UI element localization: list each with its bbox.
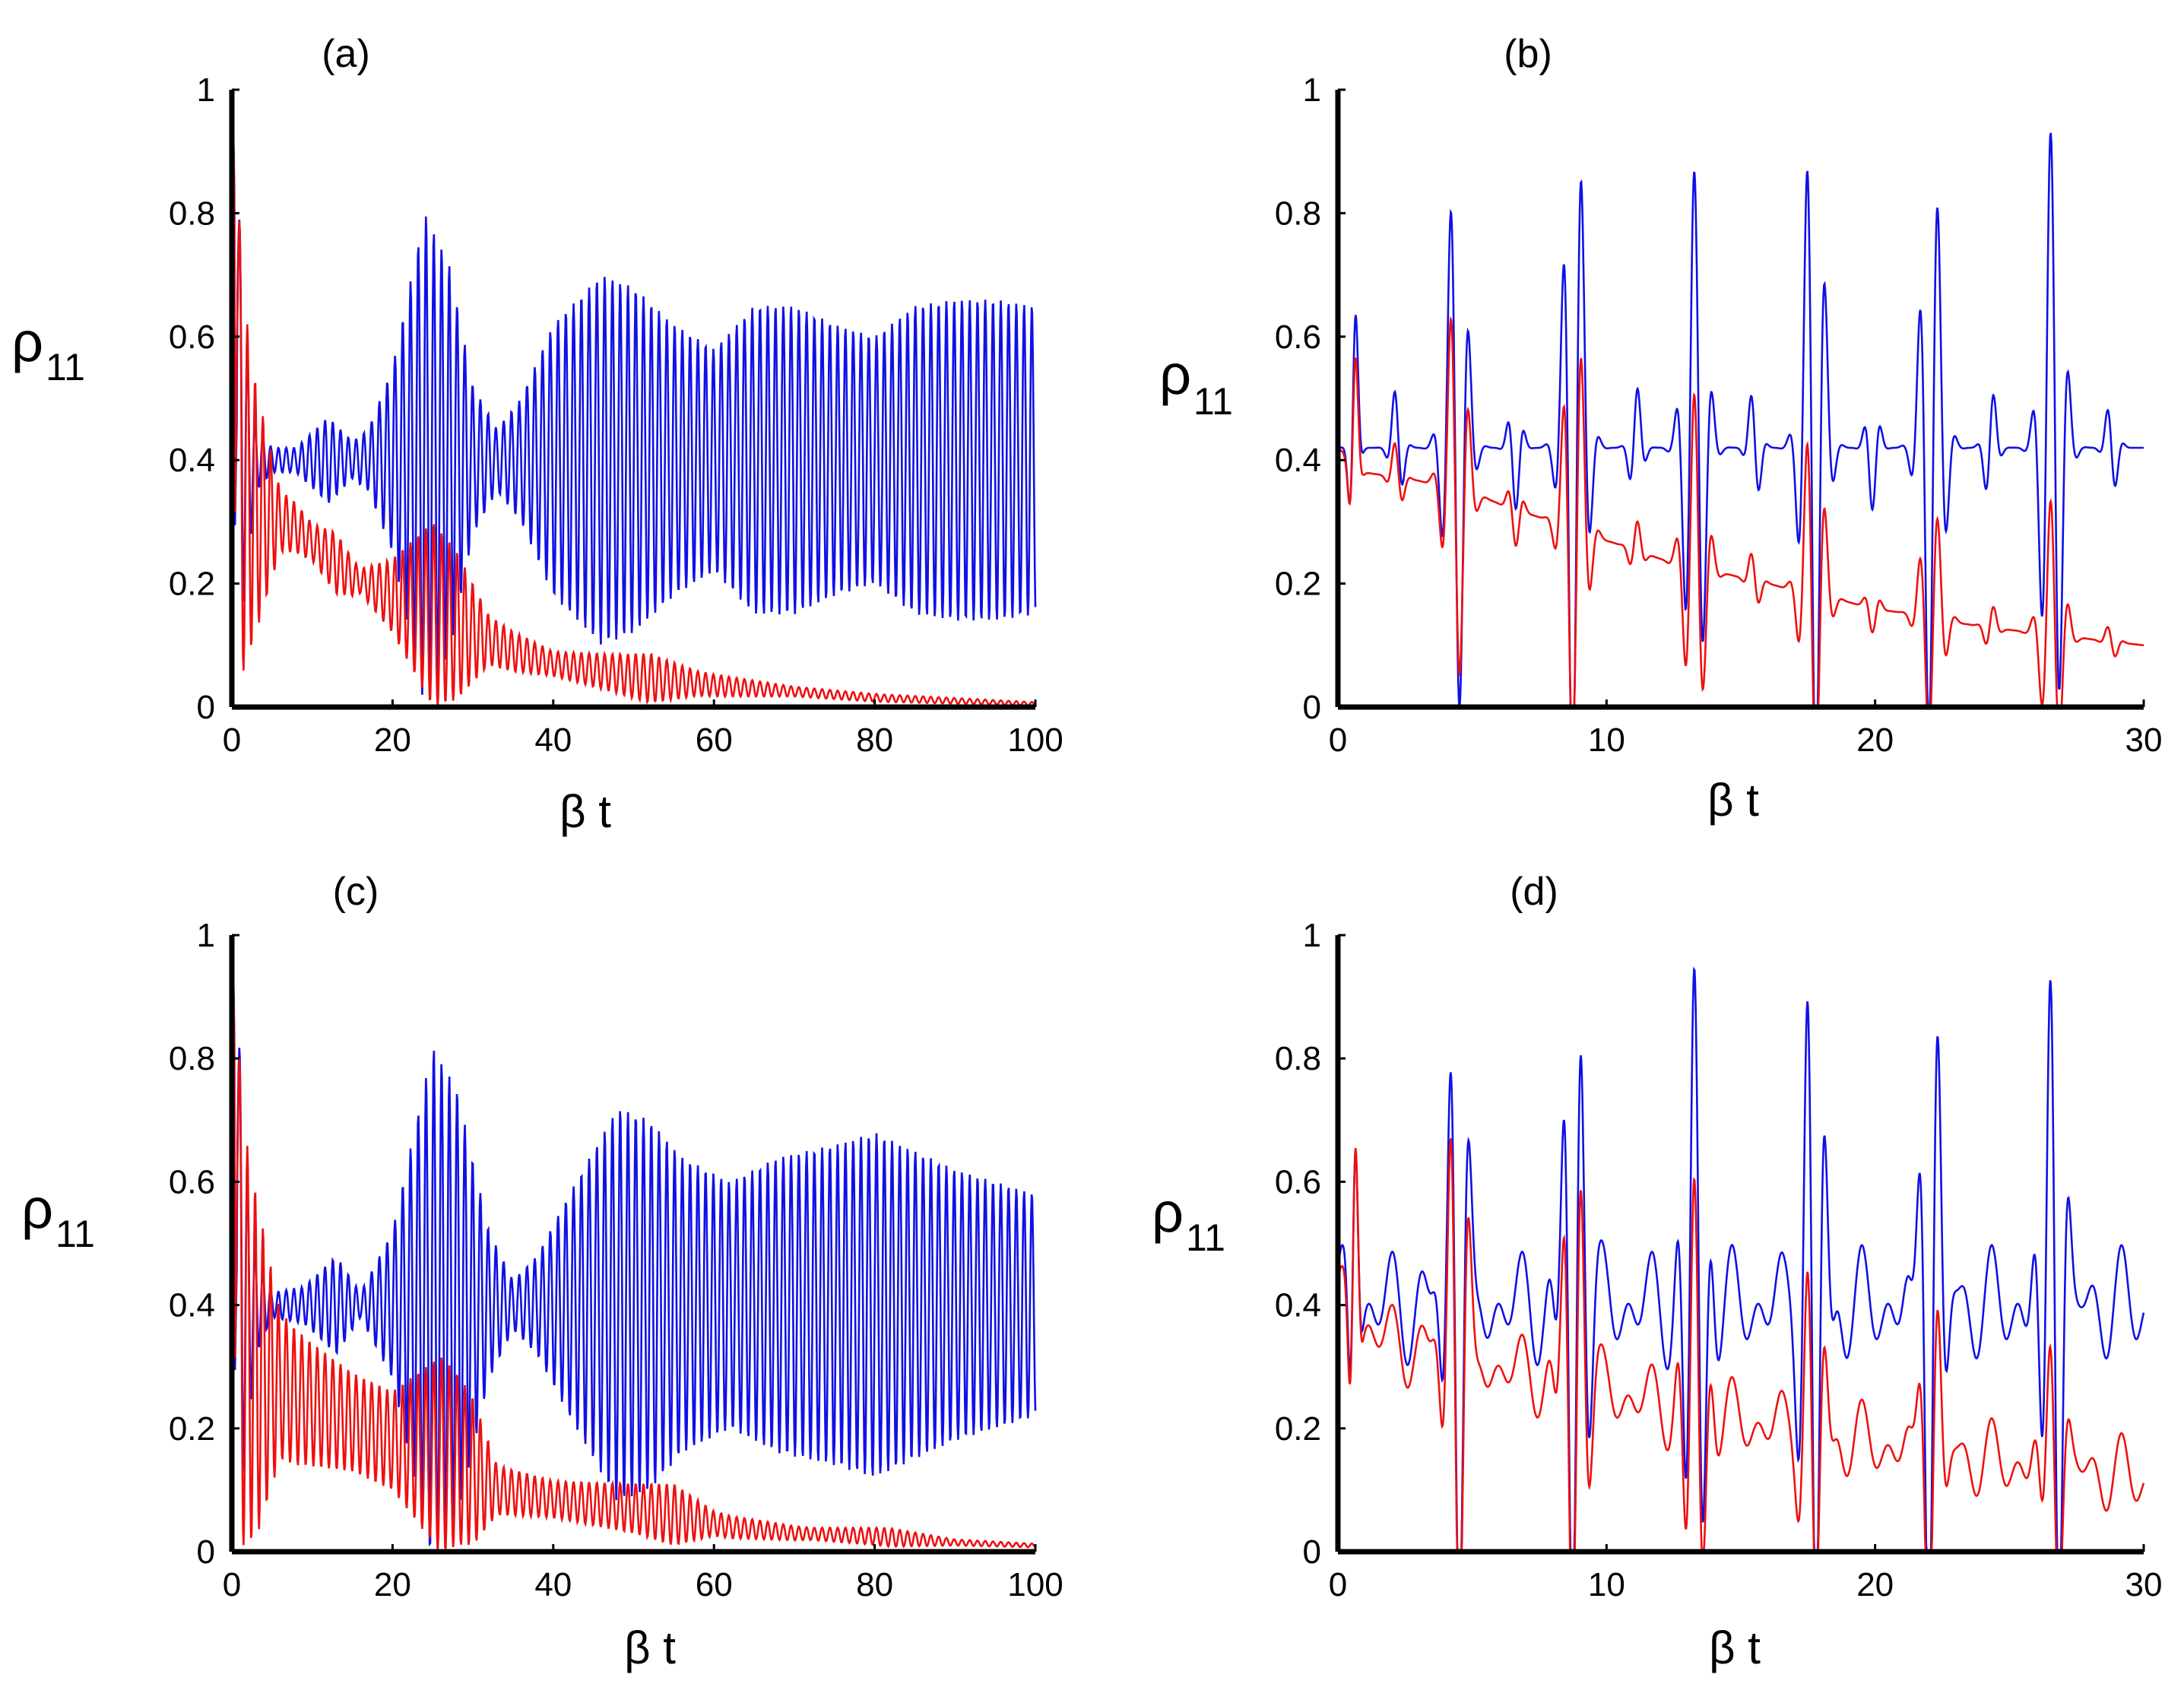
x-tick-label: 0 (1329, 721, 1347, 759)
y-tick-label: 0.2 (1275, 1410, 1321, 1448)
x-tick-label: 100 (1007, 721, 1063, 759)
y-tick-label: 1 (1303, 917, 1321, 954)
y-tick-label: 0.8 (1275, 195, 1321, 232)
series-line-red (230, 934, 1036, 1549)
x-axis-label: β t (559, 786, 611, 837)
x-axis-label: β t (624, 1622, 676, 1673)
y-tick-label: 0.4 (169, 1287, 215, 1324)
y-tick-label: 0.8 (169, 1040, 215, 1077)
x-tick-label: 20 (1856, 1566, 1894, 1603)
x-tick-label: 0 (1329, 1566, 1347, 1603)
y-tick-label: 0 (197, 1533, 215, 1571)
plot-area: 0 0.2 0.4 0.6 0.8 1 0 20 40 60 80 100 (169, 71, 1063, 759)
x-axis-label: β t (1707, 775, 1759, 826)
x-tick-label: 10 (1588, 721, 1625, 759)
y-axis-label: ρ 11 (1159, 343, 1233, 423)
y-axis-label-main: ρ (21, 1177, 53, 1240)
y-tick-label: 0.4 (1275, 1287, 1321, 1324)
x-tick-label: 0 (223, 721, 241, 759)
x-tick-label: 80 (856, 721, 893, 759)
y-tick-label: 0.8 (1275, 1040, 1321, 1077)
y-axis-label: ρ 11 (21, 1177, 95, 1255)
y-axis-label: ρ 11 (1152, 1181, 1225, 1259)
x-tick-label: 30 (2125, 1566, 2163, 1603)
x-axis-label: β t (1709, 1622, 1761, 1673)
x-tick-label: 40 (534, 721, 572, 759)
x-tick-label: 80 (856, 1566, 893, 1603)
x-tick-label: 20 (1856, 721, 1894, 759)
y-axis-label-subscript: 11 (1193, 380, 1233, 423)
panel-d: (d) 00.20.40.60.810 10 20 30 β t ρ 11 (1152, 870, 2162, 1673)
x-tick-label: 0 (223, 1566, 241, 1603)
y-tick-label: 0.2 (169, 566, 215, 603)
series-line-red (1337, 316, 2144, 709)
y-tick-label: 0 (197, 689, 215, 726)
panel-label: (b) (1504, 32, 1552, 76)
panel-c: (c) 0 0.2 0.4 0.6 0.8 1 0 20 40 60 80 100 β t ρ 11 (21, 870, 1063, 1673)
y-axis-label-main: ρ (1159, 343, 1191, 406)
series-line-red (1336, 1138, 2145, 1553)
series-line-blue (230, 89, 1037, 695)
panel-label: (d) (1510, 870, 1558, 914)
y-tick-label: 0.2 (1275, 566, 1321, 603)
y-tick-label: 0 (1303, 689, 1321, 726)
series-line-red (230, 89, 1036, 707)
x-tick-label: 100 (1007, 1566, 1063, 1603)
y-axis-label: ρ 11 (11, 310, 85, 388)
y-tick-label: 1 (197, 71, 215, 109)
y-tick-label: 0.2 (169, 1410, 215, 1448)
x-tick-label: 60 (696, 721, 733, 759)
y-tick-label: 1 (197, 917, 215, 954)
y-tick-label: 0.6 (1275, 319, 1321, 356)
x-tick-label: 20 (374, 1566, 411, 1603)
x-tick-label: 30 (2125, 721, 2163, 759)
panel-b: (b) 00.20.40.60.810 10 20 30 β t ρ 11 (1159, 32, 2162, 826)
y-axis-label-subscript: 11 (46, 346, 85, 388)
y-tick-label: 0.8 (169, 195, 215, 232)
plot-area: 0 0.2 0.4 0.6 0.8 1 0 20 40 60 80 100 (169, 917, 1063, 1603)
panel-a: (a) 0 0.2 0.4 0.6 0.8 1 0 20 40 60 80 100 β t ρ 11 (11, 32, 1063, 837)
y-tick-label: 0.4 (1275, 442, 1321, 479)
series-line-blue (1338, 132, 2144, 709)
y-axis-label-subscript: 11 (55, 1213, 95, 1255)
y-axis-label-main: ρ (1152, 1181, 1184, 1244)
y-tick-label: 0.6 (169, 1163, 215, 1200)
y-tick-label: 0.4 (169, 442, 215, 479)
plot-area: 00.20.40.60.810 10 20 30 (1275, 917, 2163, 1603)
y-tick-label: 0.6 (169, 319, 215, 356)
x-tick-label: 20 (374, 721, 411, 759)
y-axis-label-subscript: 11 (1186, 1216, 1225, 1259)
y-tick-label: 0.6 (1275, 1163, 1321, 1200)
x-tick-label: 60 (696, 1566, 733, 1603)
y-axis-label-main: ρ (11, 310, 43, 373)
panel-label: (c) (333, 870, 379, 914)
y-tick-label: 1 (1303, 71, 1321, 109)
plot-area: 00.20.40.60.810 10 20 30 (1275, 71, 2163, 759)
series-line-blue (1336, 966, 2145, 1553)
panel-label: (a) (322, 32, 370, 76)
x-tick-label: 40 (534, 1566, 572, 1603)
series-line-blue (230, 934, 1037, 1552)
x-tick-label: 10 (1588, 1566, 1625, 1603)
y-tick-label: 0 (1303, 1533, 1321, 1571)
